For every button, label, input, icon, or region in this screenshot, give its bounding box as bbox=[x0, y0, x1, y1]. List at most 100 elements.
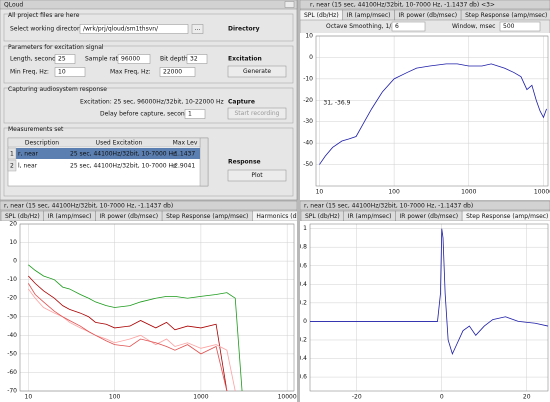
series-line bbox=[28, 275, 228, 392]
field-label: Min Freq, Hz: bbox=[10, 69, 49, 76]
row-highlight bbox=[16, 148, 200, 159]
record-button[interactable] bbox=[227, 107, 287, 120]
field-label: Length, seconds: bbox=[10, 56, 61, 63]
y-tick-label: -10 bbox=[7, 276, 17, 283]
spl-window: r, near (15 sec, 44100Hz/32bit, 10-7000 … bbox=[300, 0, 550, 200]
group-title: All project files are here bbox=[8, 12, 80, 19]
series-line bbox=[28, 288, 236, 392]
group-title: Capturing audiosystem response bbox=[8, 86, 107, 93]
section-label: Capture bbox=[228, 99, 255, 106]
harmonics-window: r, near (15 sec, 44100Hz/32bit, 10-7000 … bbox=[0, 201, 312, 402]
max-input[interactable] bbox=[159, 67, 196, 77]
y-tick-label: -0.2 bbox=[295, 336, 307, 343]
y-tick-label: -30 bbox=[303, 118, 313, 125]
step-chart: 1 0.8 0.6 0.4 0.2 0 -0.2 -0.4 -0.6 -20 0 20 bbox=[295, 223, 549, 401]
smoothing-input[interactable] bbox=[391, 21, 426, 32]
max-value: 22000 bbox=[163, 69, 182, 76]
y-tick-label: 0.2 bbox=[297, 299, 307, 306]
y-tick-label: -30 bbox=[7, 313, 17, 320]
table-cell[interactable]: -1.1437 bbox=[172, 151, 195, 158]
x-tick-label: 100 bbox=[109, 394, 121, 401]
y-tick-label: -0.4 bbox=[295, 355, 307, 362]
scrollbar[interactable] bbox=[199, 137, 209, 187]
section-label: Directory bbox=[228, 26, 260, 33]
y-tick-label: 0.4 bbox=[297, 281, 307, 288]
table-cell[interactable]: r, near bbox=[18, 151, 38, 158]
field-label: Delay before capture, seconds: bbox=[100, 111, 194, 118]
tab-label: Harmonics (db/Hz) bbox=[256, 213, 312, 220]
x-tick-label: -20 bbox=[352, 394, 362, 401]
section-label: Response bbox=[228, 159, 261, 166]
path-input[interactable] bbox=[79, 24, 189, 34]
y-tick-label: -50 bbox=[7, 350, 17, 357]
button-label: Generate bbox=[243, 68, 271, 75]
browse-button[interactable] bbox=[191, 24, 204, 34]
y-tick-label: 10 bbox=[305, 33, 313, 40]
y-tick-label: -40 bbox=[303, 140, 313, 147]
y-tick-label: 20 bbox=[9, 221, 17, 228]
annotation: 31, -36.9 bbox=[323, 100, 350, 107]
plot-frame bbox=[315, 35, 549, 187]
y-tick-label: 0 bbox=[309, 54, 313, 61]
y-tick-label: 10 bbox=[9, 239, 17, 246]
x-tick-label: 0 bbox=[440, 394, 444, 401]
tab-label: IR (amp/msec) bbox=[347, 12, 391, 19]
title-bar bbox=[0, 0, 298, 10]
group-title: Measurements set bbox=[8, 126, 64, 133]
row-header bbox=[7, 147, 17, 160]
group-box bbox=[3, 127, 294, 197]
y-tick-label: 0 bbox=[303, 318, 307, 325]
window-title: r, near (15 sec, 44100Hz/32bit, 10-7000 … bbox=[304, 202, 473, 209]
generate-button[interactable] bbox=[227, 65, 287, 78]
rate-input[interactable] bbox=[117, 54, 151, 64]
tab-label: IR (amp/msec) bbox=[48, 213, 92, 220]
table-cell[interactable]: -2.9041 bbox=[172, 163, 195, 170]
field-label: Sample rate: bbox=[85, 56, 124, 63]
depth-value: 32 bbox=[190, 56, 198, 63]
button-label: Start recording bbox=[234, 110, 279, 117]
field-label: Bit depth: bbox=[160, 56, 190, 63]
delay-input[interactable] bbox=[184, 109, 206, 119]
x-tick-label: 10 bbox=[25, 394, 33, 401]
table-cell[interactable]: 25 sec, 44100Hz/32bit, 10-7000 Hz bbox=[70, 163, 176, 170]
table-cell[interactable]: l, near bbox=[18, 163, 38, 170]
close-button[interactable] bbox=[284, 1, 295, 8]
plot-button[interactable] bbox=[227, 169, 287, 182]
y-tick-label: -40 bbox=[7, 332, 17, 339]
plot-frame bbox=[309, 223, 549, 392]
y-tick-label: -20 bbox=[303, 97, 313, 104]
section-label: Excitation bbox=[228, 56, 262, 63]
tab-bar: SPL (db/Hz) IR (amp/msec) IR power (db/mse… bbox=[300, 9, 550, 21]
y-tick-label: 0 bbox=[13, 258, 17, 265]
y-tick-label: -20 bbox=[7, 295, 17, 302]
field-label: Max Freq, Hz: bbox=[110, 69, 151, 76]
spl-chart: 100-10-20-30-40-501010010001000031, -36.… bbox=[303, 33, 550, 196]
table-cell[interactable]: 25 sec, 44100Hz/32bit, 10-7000 Hz bbox=[70, 151, 176, 158]
window-input[interactable] bbox=[499, 21, 541, 32]
depth-input[interactable] bbox=[186, 54, 208, 64]
table-cell[interactable]: 2 bbox=[10, 163, 14, 170]
y-tick-label: -0.6 bbox=[295, 374, 307, 381]
plot-background bbox=[0, 221, 297, 402]
table-header bbox=[7, 137, 201, 148]
y-tick-label: -70 bbox=[7, 388, 17, 395]
field-label: Octave Smoothing, 1/X bbox=[326, 23, 395, 30]
x-tick-label: 10 bbox=[316, 189, 324, 196]
tab-label: IR power (db/msec) bbox=[400, 213, 459, 220]
min-input[interactable] bbox=[54, 67, 86, 77]
tab-label: SPL (db/Hz) bbox=[5, 213, 40, 220]
tab-label: Step Response (amp/msec) bbox=[166, 213, 248, 220]
tab-label: Step Response (amp/msec) bbox=[465, 12, 547, 19]
tab-label: IR power (db/msec) bbox=[399, 12, 458, 19]
x-tick-label: 20 bbox=[523, 394, 531, 401]
tab-label: SPL (db/Hz) bbox=[305, 213, 340, 220]
tab[interactable] bbox=[460, 9, 550, 21]
series-line bbox=[310, 228, 549, 356]
x-tick-label: 100 bbox=[388, 189, 400, 196]
step-window: r, near (15 sec, 44100Hz/32bit, 10-7000 … bbox=[295, 201, 550, 402]
length-input[interactable] bbox=[54, 54, 76, 64]
group-box bbox=[3, 13, 294, 42]
excitation-info: Excitation: 25 sec, 96000Hz/32bit, 10-22… bbox=[80, 99, 224, 106]
table-cell[interactable]: 1 bbox=[10, 151, 14, 158]
